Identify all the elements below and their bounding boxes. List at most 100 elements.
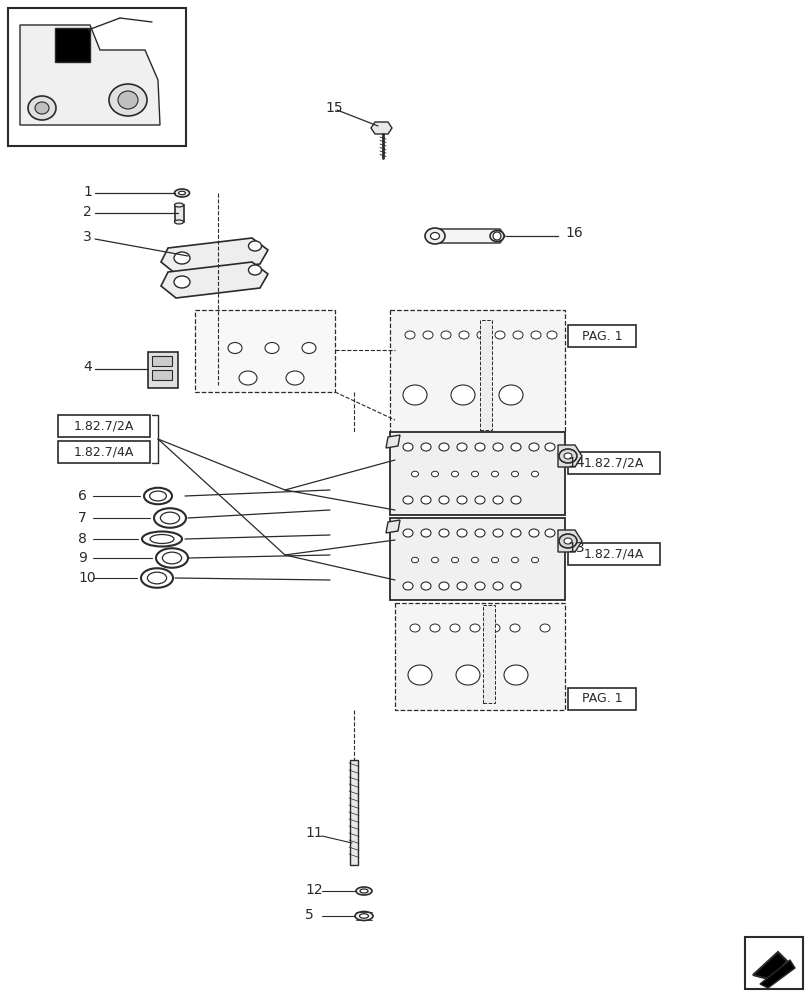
Ellipse shape [492, 582, 502, 590]
Polygon shape [389, 432, 564, 515]
Polygon shape [385, 435, 400, 448]
Polygon shape [430, 229, 504, 243]
Ellipse shape [558, 534, 577, 548]
Ellipse shape [528, 443, 539, 451]
Bar [568, 543, 659, 565]
Circle shape [492, 232, 500, 240]
Text: 1.82.7/4A: 1.82.7/4A [74, 446, 134, 458]
Ellipse shape [150, 534, 174, 544]
Text: 1.82.7/2A: 1.82.7/2A [583, 456, 643, 470]
Bar [58, 415, 150, 437]
Ellipse shape [558, 449, 577, 463]
Ellipse shape [430, 232, 439, 239]
Ellipse shape [492, 529, 502, 537]
Ellipse shape [402, 443, 413, 451]
Ellipse shape [476, 331, 487, 339]
Text: PAG. 1: PAG. 1 [581, 692, 621, 706]
Ellipse shape [510, 582, 521, 590]
Ellipse shape [457, 443, 466, 451]
Text: 13: 13 [566, 541, 584, 555]
Ellipse shape [491, 471, 498, 477]
Ellipse shape [458, 331, 469, 339]
Bar [479, 320, 491, 430]
Ellipse shape [564, 453, 571, 459]
Ellipse shape [439, 529, 448, 537]
Ellipse shape [264, 342, 279, 354]
Ellipse shape [499, 385, 522, 405]
Bar [568, 325, 635, 347]
Ellipse shape [491, 557, 498, 563]
Polygon shape [557, 530, 581, 552]
Bar [483, 605, 495, 703]
Ellipse shape [489, 624, 500, 632]
Ellipse shape [510, 496, 521, 504]
Text: 2: 2 [83, 205, 92, 219]
Text: 12: 12 [305, 883, 322, 897]
Ellipse shape [544, 529, 554, 537]
Text: 3: 3 [83, 230, 92, 244]
Ellipse shape [492, 443, 502, 451]
Ellipse shape [510, 529, 521, 537]
Polygon shape [759, 960, 794, 988]
Text: 11: 11 [305, 826, 322, 840]
Ellipse shape [450, 385, 474, 405]
Ellipse shape [355, 887, 371, 895]
Ellipse shape [513, 331, 522, 339]
Ellipse shape [440, 331, 450, 339]
Ellipse shape [531, 557, 538, 563]
Ellipse shape [547, 331, 556, 339]
Ellipse shape [248, 241, 261, 251]
Ellipse shape [471, 471, 478, 477]
Ellipse shape [431, 471, 438, 477]
Polygon shape [20, 25, 160, 125]
Ellipse shape [285, 371, 303, 385]
Ellipse shape [174, 203, 183, 207]
Ellipse shape [359, 914, 368, 918]
Ellipse shape [474, 529, 484, 537]
Ellipse shape [420, 496, 431, 504]
Ellipse shape [248, 265, 261, 275]
Ellipse shape [439, 443, 448, 451]
Polygon shape [389, 310, 564, 432]
Ellipse shape [402, 582, 413, 590]
Text: 7: 7 [78, 511, 87, 525]
Ellipse shape [489, 231, 504, 241]
Ellipse shape [544, 443, 554, 451]
Ellipse shape [109, 84, 147, 116]
Ellipse shape [474, 496, 484, 504]
Bar [175, 205, 184, 222]
Ellipse shape [28, 96, 56, 120]
Bar [152, 356, 172, 366]
Ellipse shape [457, 496, 466, 504]
Ellipse shape [431, 557, 438, 563]
Ellipse shape [174, 252, 190, 264]
Polygon shape [148, 352, 178, 388]
Ellipse shape [405, 331, 414, 339]
Ellipse shape [528, 529, 539, 537]
Ellipse shape [359, 889, 367, 893]
Ellipse shape [530, 331, 540, 339]
Ellipse shape [162, 552, 182, 564]
Ellipse shape [161, 512, 179, 524]
Text: 16: 16 [564, 226, 582, 240]
Polygon shape [371, 122, 392, 134]
Ellipse shape [118, 91, 138, 109]
Ellipse shape [451, 471, 458, 477]
Ellipse shape [228, 342, 242, 354]
Text: 15: 15 [324, 101, 342, 115]
Ellipse shape [35, 102, 49, 114]
Bar [8, 8, 186, 146]
Bar [152, 370, 172, 380]
Ellipse shape [148, 572, 166, 584]
Polygon shape [752, 952, 786, 980]
Polygon shape [557, 445, 581, 467]
Text: 4: 4 [83, 360, 92, 374]
Ellipse shape [471, 557, 478, 563]
Ellipse shape [457, 529, 466, 537]
Polygon shape [385, 520, 400, 533]
Ellipse shape [457, 582, 466, 590]
Text: 5: 5 [305, 908, 313, 922]
Ellipse shape [154, 508, 186, 528]
Bar [568, 688, 635, 710]
Ellipse shape [470, 624, 479, 632]
